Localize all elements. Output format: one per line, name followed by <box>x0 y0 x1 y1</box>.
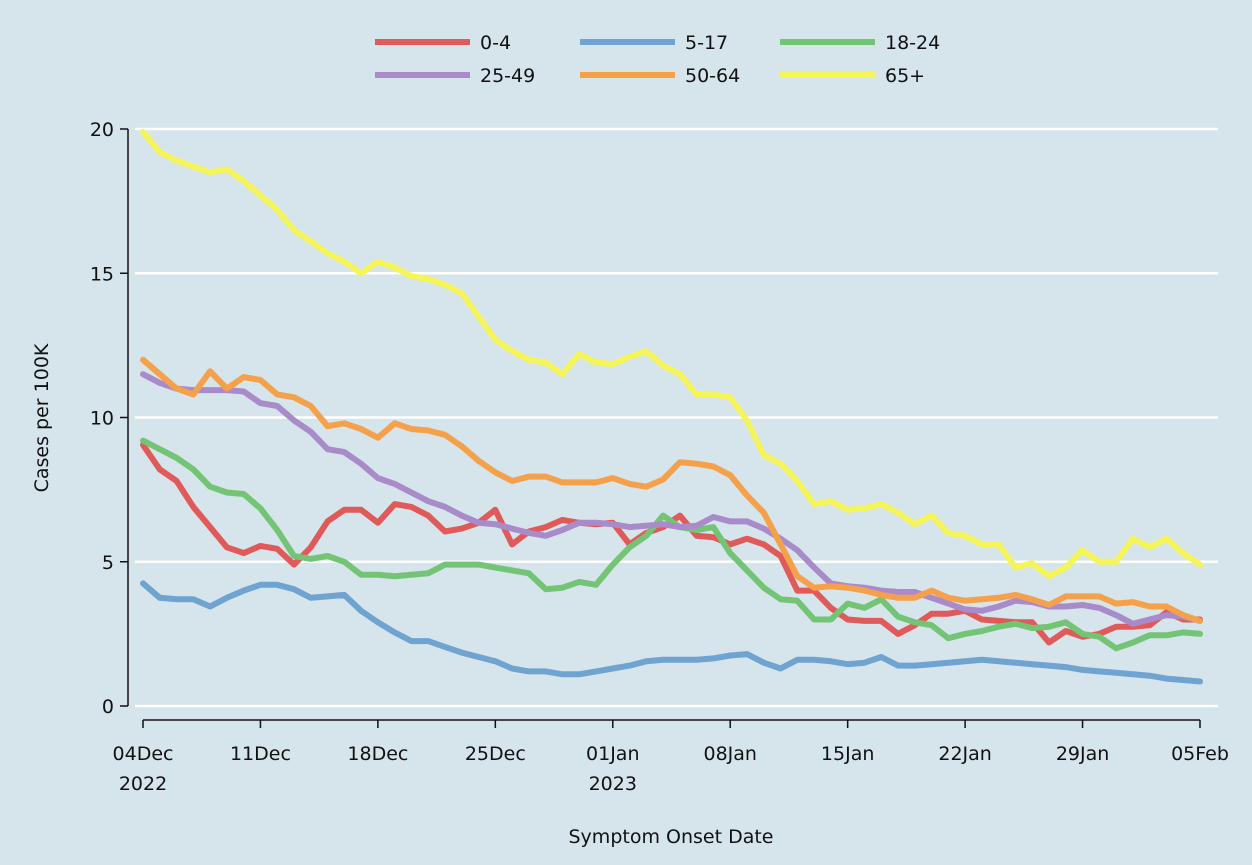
y-tick-label: 0 <box>102 696 114 718</box>
x-tick-label: 29Jan <box>1056 743 1109 765</box>
y-tick-label: 5 <box>102 552 114 574</box>
data-line <box>140 580 1203 685</box>
x-tick-label: 15Jan <box>821 743 874 765</box>
x-axis-label: Symptom Onset Date <box>569 826 774 848</box>
x-tick-label: 04Dec 2022 <box>113 743 174 795</box>
y-tick-label: 10 <box>90 408 114 430</box>
legend-label: 0-4 <box>480 32 511 54</box>
legend-label: 5-17 <box>685 32 728 54</box>
data-line <box>140 356 1203 624</box>
data-line <box>140 371 1203 627</box>
legend-label: 65+ <box>885 65 925 87</box>
data-line <box>140 128 1203 580</box>
x-tick-label: 08Jan <box>703 743 756 765</box>
x-tick-label: 18Dec <box>347 743 408 765</box>
x-tick-label: 05Feb <box>1171 743 1229 765</box>
x-tick-label: 01Jan 2023 <box>586 743 639 795</box>
data-line <box>140 437 1203 652</box>
y-tick-label: 15 <box>90 263 114 285</box>
legend-label: 18-24 <box>885 32 940 54</box>
x-tick-label: 11Dec <box>230 743 291 765</box>
legend-label: 50-64 <box>685 65 740 87</box>
y-tick-label: 20 <box>90 119 114 141</box>
x-tick-label: 22Jan <box>938 743 991 765</box>
x-tick-label: 25Dec <box>465 743 526 765</box>
legend-label: 25-49 <box>480 65 535 87</box>
y-axis-label: Cases per 100K <box>31 343 53 492</box>
